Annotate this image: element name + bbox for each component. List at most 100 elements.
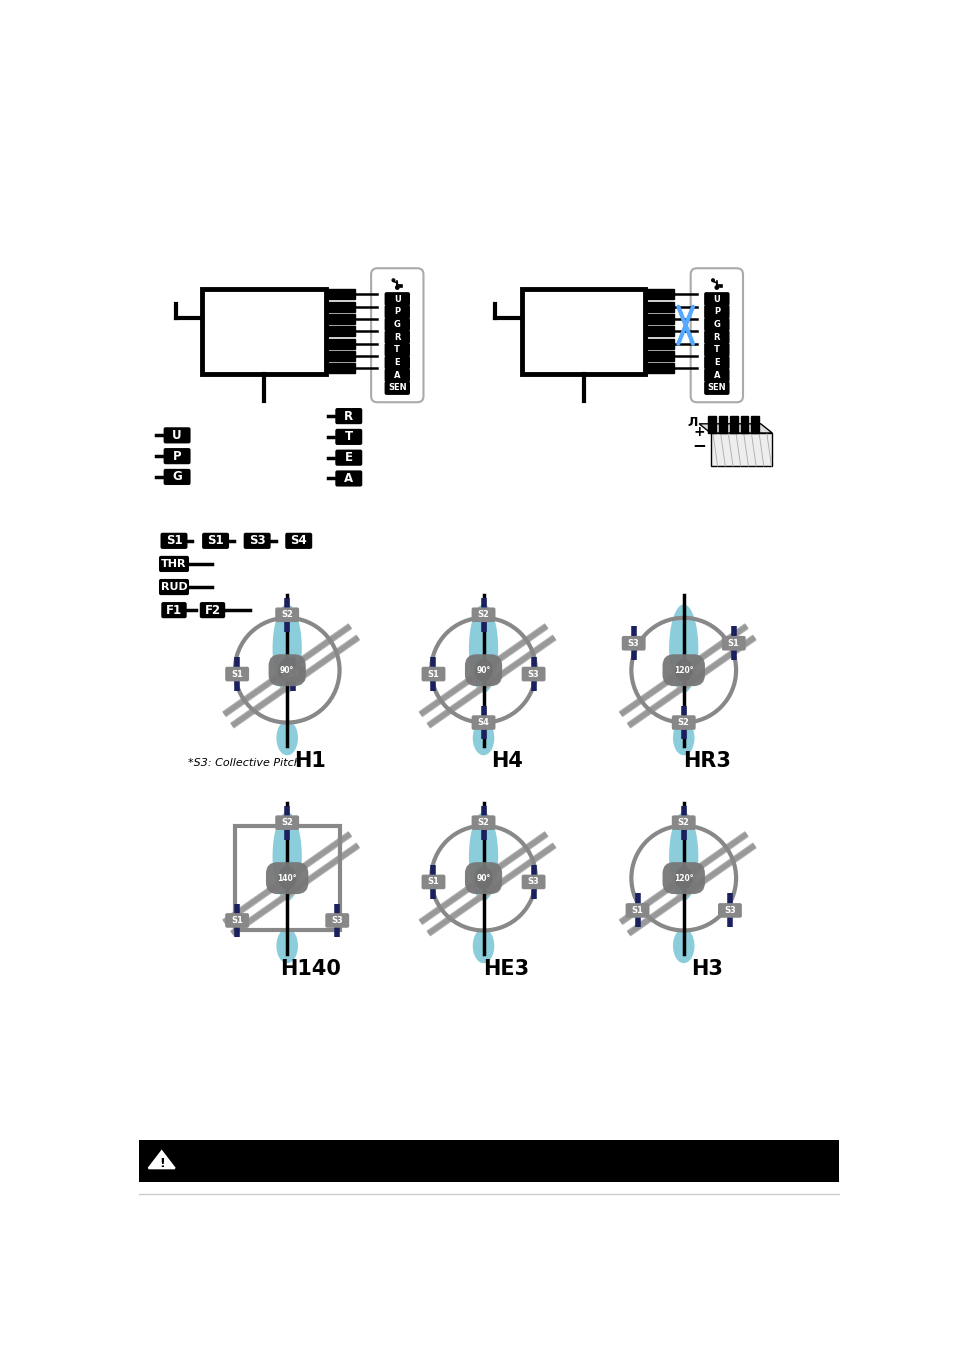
Bar	[138, 1139, 839, 1183]
Text: P: P	[713, 308, 720, 316]
Text: F1: F1	[166, 603, 182, 617]
Text: S1: S1	[631, 906, 642, 915]
Ellipse shape	[276, 721, 297, 755]
Text: F2: F2	[204, 603, 220, 617]
FancyBboxPatch shape	[325, 913, 349, 927]
Bar	[325, 302, 355, 312]
Text: R: R	[344, 409, 353, 423]
FancyBboxPatch shape	[625, 903, 649, 918]
Bar	[234, 826, 339, 930]
FancyBboxPatch shape	[335, 429, 362, 446]
Bar	[521, 289, 644, 374]
Bar	[325, 363, 355, 374]
Text: E: E	[344, 451, 353, 464]
FancyBboxPatch shape	[421, 667, 445, 682]
Text: S1: S1	[427, 670, 439, 679]
Bar	[202, 289, 325, 374]
Text: −: −	[692, 436, 705, 455]
Text: RUD: RUD	[160, 582, 187, 593]
FancyBboxPatch shape	[703, 292, 729, 306]
Text: R: R	[394, 332, 400, 342]
FancyBboxPatch shape	[521, 667, 545, 682]
Text: P: P	[172, 450, 181, 463]
Text: H3: H3	[690, 958, 722, 979]
Bar	[740, 416, 748, 433]
Text: S4: S4	[477, 718, 489, 728]
Bar	[644, 339, 674, 348]
FancyBboxPatch shape	[199, 602, 225, 618]
Ellipse shape	[276, 929, 297, 963]
Text: T: T	[344, 431, 353, 443]
Text: S3: S3	[287, 670, 299, 679]
FancyBboxPatch shape	[384, 355, 410, 370]
FancyBboxPatch shape	[703, 381, 729, 396]
Bar	[751, 416, 759, 433]
Text: A: A	[344, 472, 353, 485]
FancyBboxPatch shape	[471, 608, 495, 622]
Bar	[708, 416, 716, 433]
FancyBboxPatch shape	[718, 903, 741, 918]
FancyBboxPatch shape	[471, 815, 495, 830]
FancyBboxPatch shape	[384, 292, 410, 306]
FancyBboxPatch shape	[671, 815, 695, 830]
Bar	[644, 351, 674, 360]
Text: S2: S2	[677, 718, 689, 728]
Text: E: E	[713, 358, 719, 367]
FancyBboxPatch shape	[159, 579, 189, 595]
Text: G: G	[713, 320, 720, 329]
FancyBboxPatch shape	[202, 533, 229, 549]
FancyBboxPatch shape	[163, 468, 191, 485]
Text: U: U	[172, 429, 182, 441]
Text: S3: S3	[627, 639, 639, 648]
Text: 140°: 140°	[277, 873, 296, 883]
Ellipse shape	[273, 605, 301, 693]
Ellipse shape	[668, 813, 698, 900]
Ellipse shape	[475, 659, 492, 680]
Text: S2: S2	[477, 818, 489, 828]
Text: S1: S1	[166, 535, 182, 547]
Text: H4: H4	[490, 751, 522, 771]
Ellipse shape	[475, 867, 492, 888]
Text: S1: S1	[727, 639, 739, 648]
Ellipse shape	[469, 605, 497, 693]
Text: P: P	[394, 308, 400, 316]
Bar	[729, 416, 737, 433]
FancyBboxPatch shape	[163, 427, 191, 443]
Text: HE3: HE3	[483, 958, 529, 979]
FancyBboxPatch shape	[243, 533, 271, 549]
Text: SEN: SEN	[707, 383, 725, 393]
Bar	[719, 285, 721, 288]
FancyBboxPatch shape	[671, 716, 695, 730]
FancyBboxPatch shape	[690, 269, 742, 402]
FancyBboxPatch shape	[275, 815, 299, 830]
Bar	[719, 416, 726, 433]
Bar	[325, 339, 355, 348]
Circle shape	[395, 286, 398, 289]
FancyBboxPatch shape	[421, 875, 445, 890]
Text: E: E	[395, 358, 399, 367]
Text: U: U	[713, 294, 720, 304]
Text: U: U	[394, 294, 400, 304]
FancyBboxPatch shape	[384, 305, 410, 319]
Bar	[325, 351, 355, 360]
Text: S2: S2	[281, 818, 293, 828]
Text: S2: S2	[281, 610, 293, 620]
Text: 120°: 120°	[673, 666, 693, 675]
Ellipse shape	[278, 867, 295, 888]
FancyBboxPatch shape	[384, 343, 410, 356]
Text: S2: S2	[677, 818, 689, 828]
Bar	[644, 315, 674, 324]
Text: SEN: SEN	[388, 383, 406, 393]
Text: 90°: 90°	[476, 873, 490, 883]
Ellipse shape	[672, 721, 694, 755]
Text: HR3: HR3	[682, 751, 730, 771]
FancyBboxPatch shape	[384, 369, 410, 382]
Bar	[644, 289, 674, 300]
Text: *S3: Collective Pitch: *S3: Collective Pitch	[189, 757, 301, 768]
Bar	[325, 289, 355, 300]
FancyBboxPatch shape	[281, 667, 305, 682]
FancyBboxPatch shape	[160, 533, 188, 549]
Text: S1: S1	[231, 915, 243, 925]
Bar	[644, 302, 674, 312]
FancyBboxPatch shape	[703, 355, 729, 370]
